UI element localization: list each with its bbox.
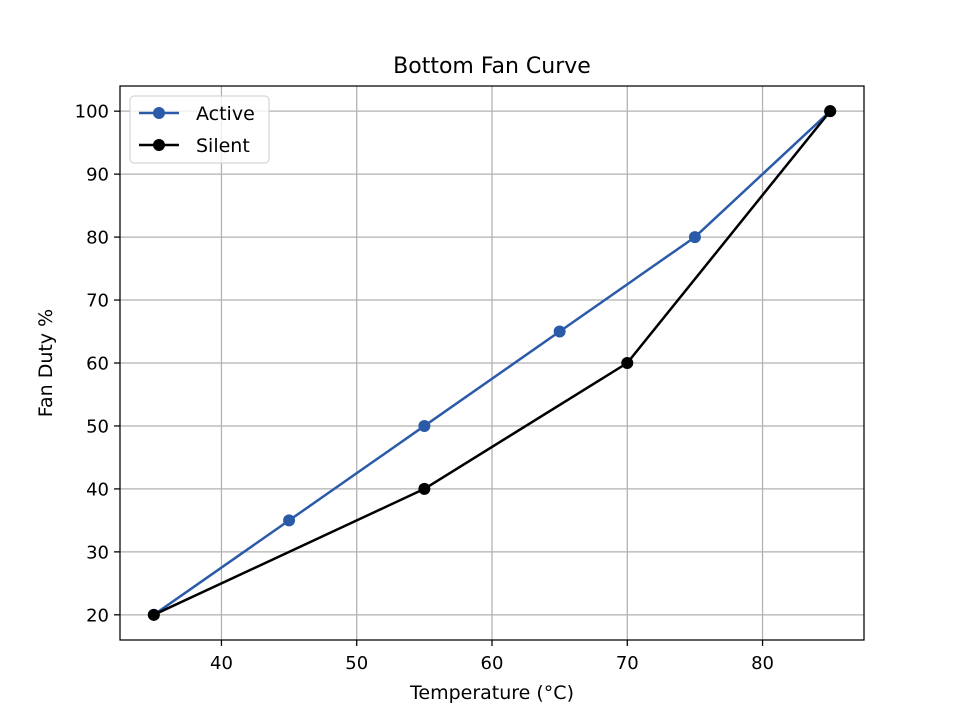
y-tick-label: 60: [86, 354, 109, 375]
chart-title: Bottom Fan Curve: [393, 54, 591, 79]
legend: Active Silent: [129, 95, 270, 164]
legend-swatch-marker-silent: [153, 139, 165, 151]
y-tick-label: 20: [86, 605, 109, 626]
x-tick-label: 40: [210, 653, 233, 674]
x-axis-ticks: 40 50 60 70 80: [210, 640, 774, 674]
grid: [120, 86, 864, 640]
x-axis-label: Temperature (°C): [409, 682, 574, 704]
x-tick-label: 80: [751, 653, 774, 674]
data-point-active: [283, 514, 296, 527]
legend-entry-active: Active: [139, 103, 255, 125]
y-tick-label: 80: [86, 228, 109, 249]
series-line-active: [152, 109, 832, 617]
y-tick-label: 30: [86, 542, 109, 563]
y-axis-ticks: 20 30 40 50 60 70 80 90 100: [75, 102, 120, 626]
data-point-silent: [147, 608, 160, 621]
legend-entry-silent: Silent: [139, 135, 250, 157]
series-line-silent: [152, 109, 832, 617]
data-point-silent: [621, 357, 634, 369]
x-tick-label: 70: [616, 653, 639, 674]
series-layer: [147, 105, 837, 621]
data-point-silent: [824, 105, 837, 118]
data-point-active: [553, 325, 566, 338]
y-tick-label: 70: [86, 291, 109, 312]
series-silent: [147, 105, 837, 621]
data-point-active: [418, 419, 431, 432]
legend-label-active: Active: [196, 103, 255, 125]
y-tick-label: 100: [75, 102, 109, 123]
data-point-silent: [418, 482, 431, 495]
x-tick-label: 50: [345, 653, 368, 674]
data-point-active: [688, 231, 701, 244]
y-tick-label: 40: [86, 479, 109, 500]
y-tick-label: 90: [86, 165, 109, 186]
legend-label-silent: Silent: [196, 135, 250, 157]
y-axis-label: Fan Duty %: [35, 309, 57, 417]
y-tick-label: 50: [86, 416, 109, 437]
legend-swatch-marker-active: [153, 107, 165, 119]
x-tick-label: 60: [481, 653, 504, 674]
